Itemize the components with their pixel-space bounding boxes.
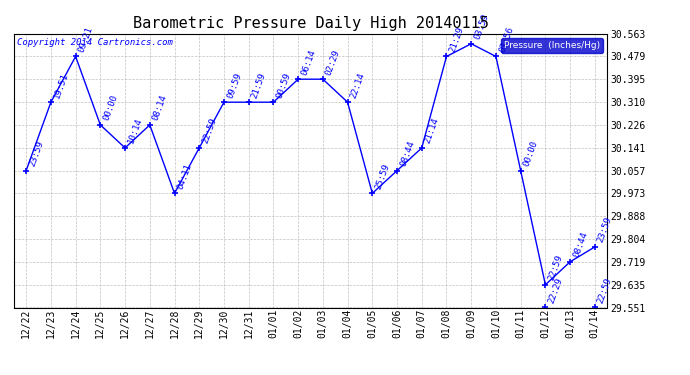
Text: 02:29: 02:29 <box>324 48 342 76</box>
Text: 08:44: 08:44 <box>398 140 416 168</box>
Legend: Pressure  (Inches/Hg): Pressure (Inches/Hg) <box>501 38 602 53</box>
Text: 21:14: 21:14 <box>423 117 441 145</box>
Text: 21:59: 21:59 <box>250 71 268 99</box>
Text: 04:11: 04:11 <box>176 162 194 190</box>
Text: 22:59: 22:59 <box>596 276 614 305</box>
Text: 22:59: 22:59 <box>546 254 564 282</box>
Text: Copyright 2014 Cartronics.com: Copyright 2014 Cartronics.com <box>17 38 172 47</box>
Text: 10:14: 10:14 <box>126 117 144 145</box>
Title: Barometric Pressure Daily High 20140115: Barometric Pressure Daily High 20140115 <box>132 16 489 31</box>
Text: 09:59: 09:59 <box>226 71 243 99</box>
Text: 23:59: 23:59 <box>596 216 614 244</box>
Text: 09:21: 09:21 <box>77 26 95 54</box>
Text: 03:56: 03:56 <box>497 26 515 54</box>
Text: 22:29: 22:29 <box>546 276 564 305</box>
Text: 08:14: 08:14 <box>151 94 169 122</box>
Text: 00:00: 00:00 <box>522 140 540 168</box>
Text: 23:59: 23:59 <box>28 140 46 168</box>
Text: 25:59: 25:59 <box>374 162 391 190</box>
Text: 00:59: 00:59 <box>275 71 293 99</box>
Text: 06:14: 06:14 <box>299 48 317 76</box>
Text: 08:44: 08:44 <box>571 231 589 259</box>
Text: 22:14: 22:14 <box>349 71 366 99</box>
Text: 00:00: 00:00 <box>101 94 119 122</box>
Text: 21:29: 21:29 <box>448 26 466 54</box>
Text: 03:59: 03:59 <box>473 13 491 41</box>
Text: 22:59: 22:59 <box>201 117 218 145</box>
Text: 19:51: 19:51 <box>52 71 70 99</box>
